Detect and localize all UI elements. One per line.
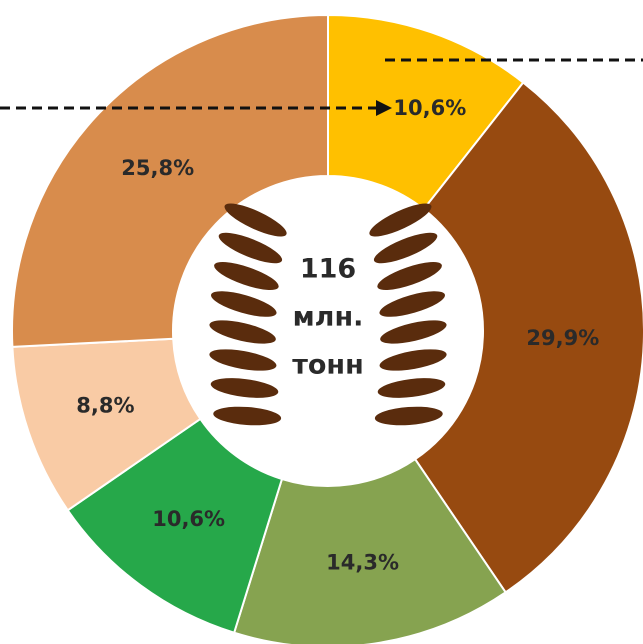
laurel-leaf bbox=[224, 203, 287, 237]
laurel-leaf bbox=[218, 232, 283, 264]
laurel-leaf bbox=[379, 349, 447, 371]
laurel-leaf bbox=[209, 320, 276, 344]
laurel-leaf bbox=[374, 406, 443, 426]
laurel-leaf bbox=[213, 406, 282, 426]
laurel-leaf bbox=[380, 320, 447, 344]
laurel-leaf bbox=[377, 262, 442, 290]
center-text: 116 bbox=[300, 254, 356, 285]
laurel-leaf bbox=[377, 378, 446, 398]
laurel-icon bbox=[209, 203, 447, 426]
laurel-leaf bbox=[369, 203, 432, 237]
center-text: млн. bbox=[293, 302, 364, 333]
labels: 10,6% 29,9% 14,3% 10,6% 8,8% 25,8% 116 млн. тонн bbox=[76, 96, 599, 575]
laurel-leaf bbox=[210, 378, 279, 398]
value-label: 10,6% bbox=[152, 507, 225, 531]
laurel-leaf bbox=[373, 232, 438, 264]
laurel-leaf bbox=[214, 262, 279, 290]
laurel-leaf bbox=[209, 349, 277, 371]
laurel-leaf bbox=[211, 291, 277, 317]
value-label: 25,8% bbox=[121, 156, 194, 180]
laurel-leaf bbox=[379, 291, 445, 317]
value-label: 10,6% bbox=[393, 96, 466, 120]
value-label: 8,8% bbox=[76, 393, 134, 417]
arrow-head bbox=[376, 100, 392, 116]
value-label: 14,3% bbox=[326, 550, 399, 574]
value-label: 29,9% bbox=[526, 326, 599, 350]
center-text: тонн bbox=[292, 350, 364, 381]
